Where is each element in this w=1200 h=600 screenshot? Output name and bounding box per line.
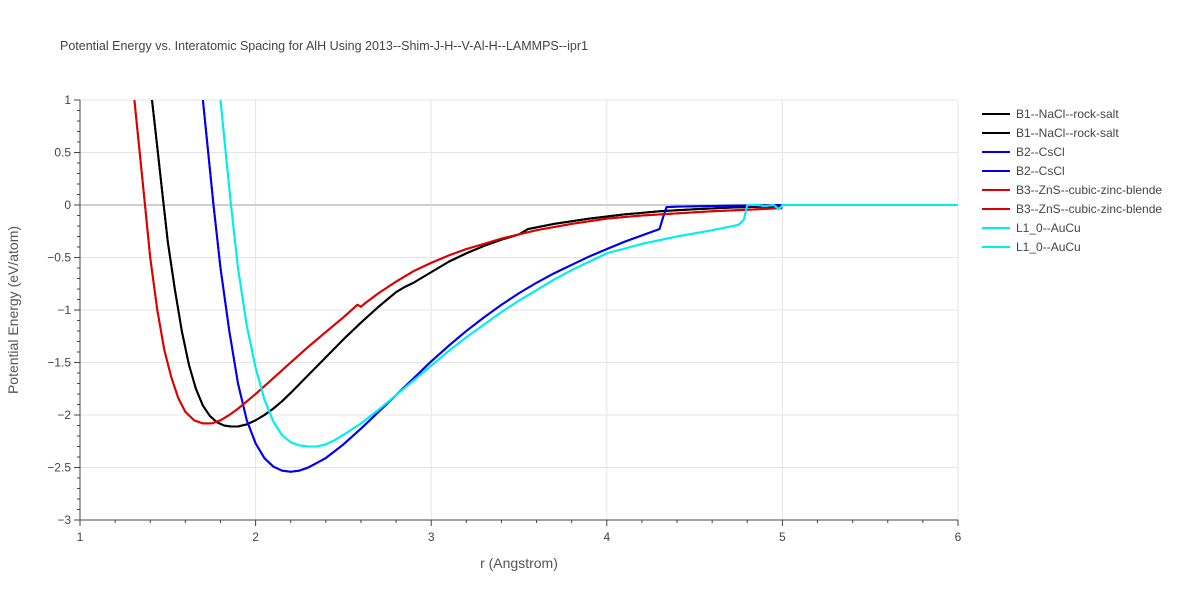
legend-item[interactable]: B1--NaCl--rock-salt — [982, 126, 1119, 140]
series-line-0 — [151, 100, 783, 428]
legend-item[interactable]: B3--ZnS--cubic-zinc-blende — [982, 183, 1162, 197]
y-tick-label: −2.5 — [47, 461, 71, 475]
x-tick-label: 3 — [428, 530, 435, 544]
legend-label: B2--CsCl — [1016, 164, 1065, 178]
y-axis-ticks: 1 0.5 0 −0.5 −1 −1.5 −2 −2.5 −3 — [47, 93, 80, 527]
legend-label: L1_0--AuCu — [1016, 240, 1081, 254]
y-tick-label: 1 — [64, 93, 71, 107]
x-tick-label: 6 — [955, 530, 962, 544]
legend-label: B1--NaCl--rock-salt — [1016, 126, 1119, 140]
y-axis-title: Potential Energy (eV/atom) — [5, 226, 21, 394]
series-line-2 — [201, 100, 783, 473]
series-line-6 — [219, 100, 958, 448]
x-tick-label: 4 — [603, 530, 610, 544]
legend-label: B3--ZnS--cubic-zinc-blende — [1016, 202, 1162, 216]
y-tick-label: −3 — [57, 513, 71, 527]
x-tick-label: 1 — [77, 530, 84, 544]
legend-item[interactable]: B2--CsCl — [982, 164, 1065, 178]
y-tick-label: −1 — [57, 303, 71, 317]
y-tick-label: 0.5 — [54, 146, 71, 160]
x-axis-ticks: 1 2 3 4 5 6 — [77, 520, 962, 544]
legend-label: B1--NaCl--rock-salt — [1016, 107, 1119, 121]
legend-item[interactable]: B2--CsCl — [982, 145, 1065, 159]
legend-label: B3--ZnS--cubic-zinc-blende — [1016, 183, 1162, 197]
legend-item[interactable]: B3--ZnS--cubic-zinc-blende — [982, 202, 1162, 216]
y-tick-label: −1.5 — [47, 356, 71, 370]
plot-area — [133, 100, 958, 473]
y-tick-label: 0 — [64, 198, 71, 212]
series-line-5 — [133, 100, 783, 425]
series-line-7 — [219, 100, 958, 448]
chart-title: Potential Energy vs. Interatomic Spacing… — [60, 39, 588, 53]
grid-lines — [80, 99, 959, 520]
x-axis-title: r (Angstrom) — [480, 555, 558, 571]
legend-label: B2--CsCl — [1016, 145, 1065, 159]
series-line-1 — [151, 100, 783, 428]
series-line-4 — [133, 100, 783, 425]
legend-label: L1_0--AuCu — [1016, 221, 1081, 235]
series-line-3 — [201, 100, 783, 473]
y-tick-label: −2 — [57, 408, 71, 422]
legend-item[interactable]: L1_0--AuCu — [982, 221, 1081, 235]
legend-item[interactable]: B1--NaCl--rock-salt — [982, 107, 1119, 121]
y-tick-label: −0.5 — [47, 251, 71, 265]
legend[interactable]: B1--NaCl--rock-salt B1--NaCl--rock-salt B2… — [982, 107, 1162, 254]
legend-item[interactable]: L1_0--AuCu — [982, 240, 1081, 254]
x-tick-label: 2 — [252, 530, 259, 544]
x-tick-label: 5 — [779, 530, 786, 544]
